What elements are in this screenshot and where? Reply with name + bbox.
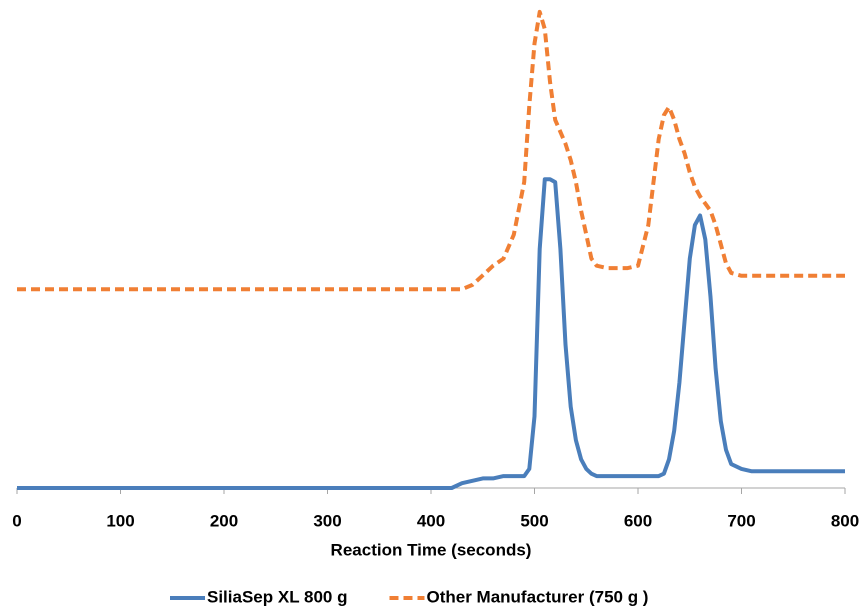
x-tick-label: 600	[624, 511, 652, 530]
x-axis-title: Reaction Time (seconds)	[331, 540, 532, 559]
legend-label: Other Manufacturer (750 g )	[426, 587, 648, 606]
x-tick-label: 300	[313, 511, 341, 530]
x-tick-label: 700	[727, 511, 755, 530]
x-tick-label: 200	[210, 511, 238, 530]
series-line	[17, 9, 845, 292]
x-tick-label: 400	[417, 511, 445, 530]
series-line	[17, 177, 845, 490]
x-tick-label: 100	[106, 511, 134, 530]
x-tick-label: 500	[520, 511, 548, 530]
x-tick-label: 800	[831, 511, 859, 530]
x-tick-label: 0	[12, 511, 21, 530]
legend-label: SiliaSep XL 800 g	[207, 587, 347, 606]
